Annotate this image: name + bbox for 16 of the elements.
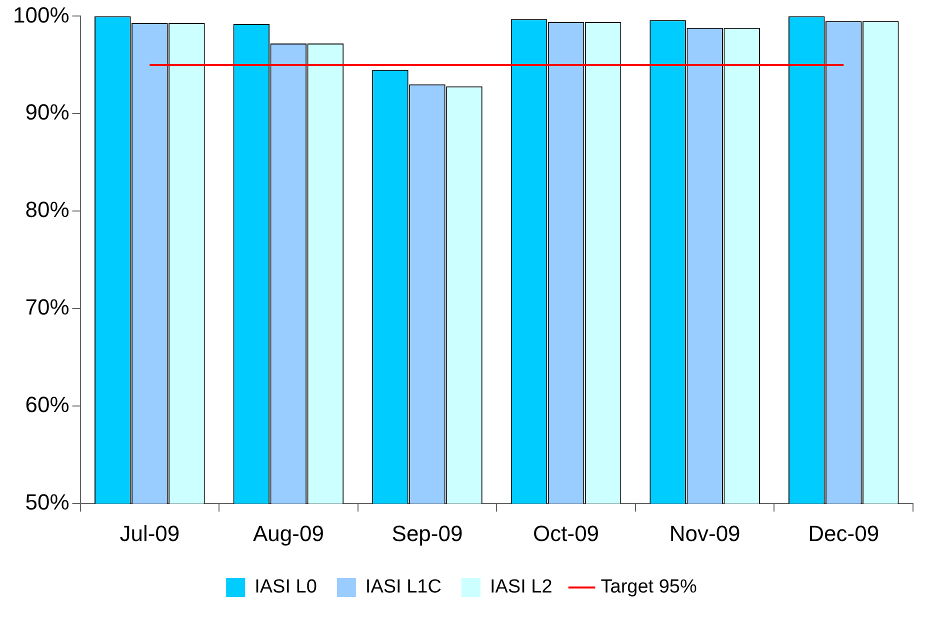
y-tick-label: 80% xyxy=(25,197,70,222)
legend-label: IASI L0 xyxy=(254,576,317,598)
legend-label: IASI L1C xyxy=(365,576,442,598)
y-tick-label: 50% xyxy=(25,490,70,515)
x-tick-label: Nov-09 xyxy=(669,520,740,546)
x-tick-label: Dec-09 xyxy=(808,520,880,546)
legend-label: Target 95% xyxy=(600,576,697,598)
x-tick-label: Jul-09 xyxy=(120,520,180,546)
legend-label: IASI L2 xyxy=(490,576,552,598)
x-tick-label: Oct-09 xyxy=(533,520,600,546)
y-tick-label: 90% xyxy=(25,100,70,125)
y-tick-label: 70% xyxy=(25,294,70,320)
y-tick-label: 100% xyxy=(12,2,70,28)
x-tick-label: Sep-09 xyxy=(392,520,463,546)
y-tick-label: 60% xyxy=(25,392,70,418)
x-tick-label: Aug-09 xyxy=(252,520,324,546)
